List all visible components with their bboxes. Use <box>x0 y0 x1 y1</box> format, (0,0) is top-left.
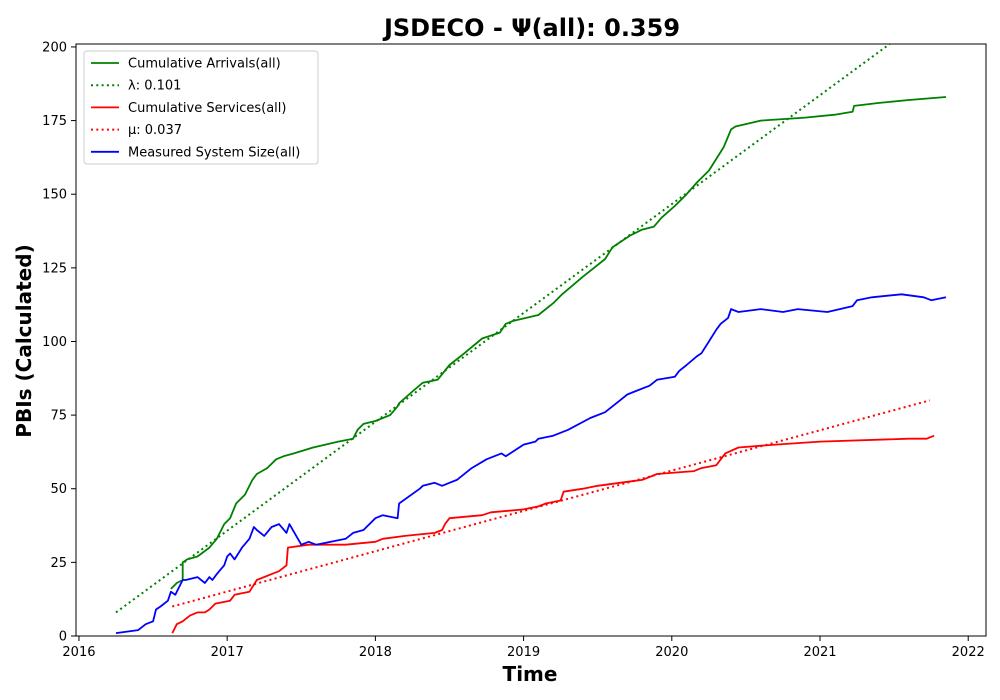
series-line-4 <box>115 293 947 634</box>
x-axis-title: Time <box>503 662 558 686</box>
x-tick-label: 2019 <box>507 645 540 660</box>
series-layer <box>115 44 947 634</box>
series-line-3 <box>172 399 930 608</box>
y-tick-label: 50 <box>50 482 67 497</box>
x-tick-label: 2018 <box>359 645 392 660</box>
y-tick-label: 100 <box>42 335 67 350</box>
y-tick-label: 175 <box>42 114 67 129</box>
x-tick-label: 2020 <box>655 645 688 660</box>
chart-title: JSDECO - Ψ(all): 0.359 <box>382 14 680 42</box>
y-axis-ticks: 0 25 50 75 100 125 150 175 200 <box>42 40 76 645</box>
series-line-2 <box>171 434 935 634</box>
x-tick-label: 2022 <box>952 645 985 660</box>
legend: Cumulative Arrivals(all) λ: 0.101 Cumulati… <box>83 50 319 165</box>
plot-frame <box>75 43 987 637</box>
y-tick-label: 75 <box>50 409 67 424</box>
x-tick-label: 2016 <box>62 645 95 660</box>
series-line-1 <box>115 44 891 614</box>
y-tick-label: 0 <box>59 630 67 645</box>
x-tick-label: 2017 <box>211 645 244 660</box>
y-tick-label: 25 <box>50 556 67 571</box>
series-line-0 <box>170 96 947 590</box>
legend-box <box>83 50 319 165</box>
y-tick-label: 200 <box>42 40 67 55</box>
legend-entry: Cumulative Services(all) <box>128 101 286 116</box>
legend-entry: λ: 0.101 <box>128 79 181 94</box>
legend-entry: Measured System Size(all) <box>128 145 300 160</box>
legend-entry: μ: 0.037 <box>128 123 182 138</box>
y-tick-label: 150 <box>42 188 67 203</box>
y-tick-label: 125 <box>42 261 67 276</box>
x-axis-ticks: 2016 2017 2018 2019 2020 2021 2022 <box>62 636 985 660</box>
y-axis-title: PBIs (Calculated) <box>12 244 36 437</box>
legend-entry: Cumulative Arrivals(all) <box>128 57 281 72</box>
x-tick-label: 2021 <box>803 645 836 660</box>
